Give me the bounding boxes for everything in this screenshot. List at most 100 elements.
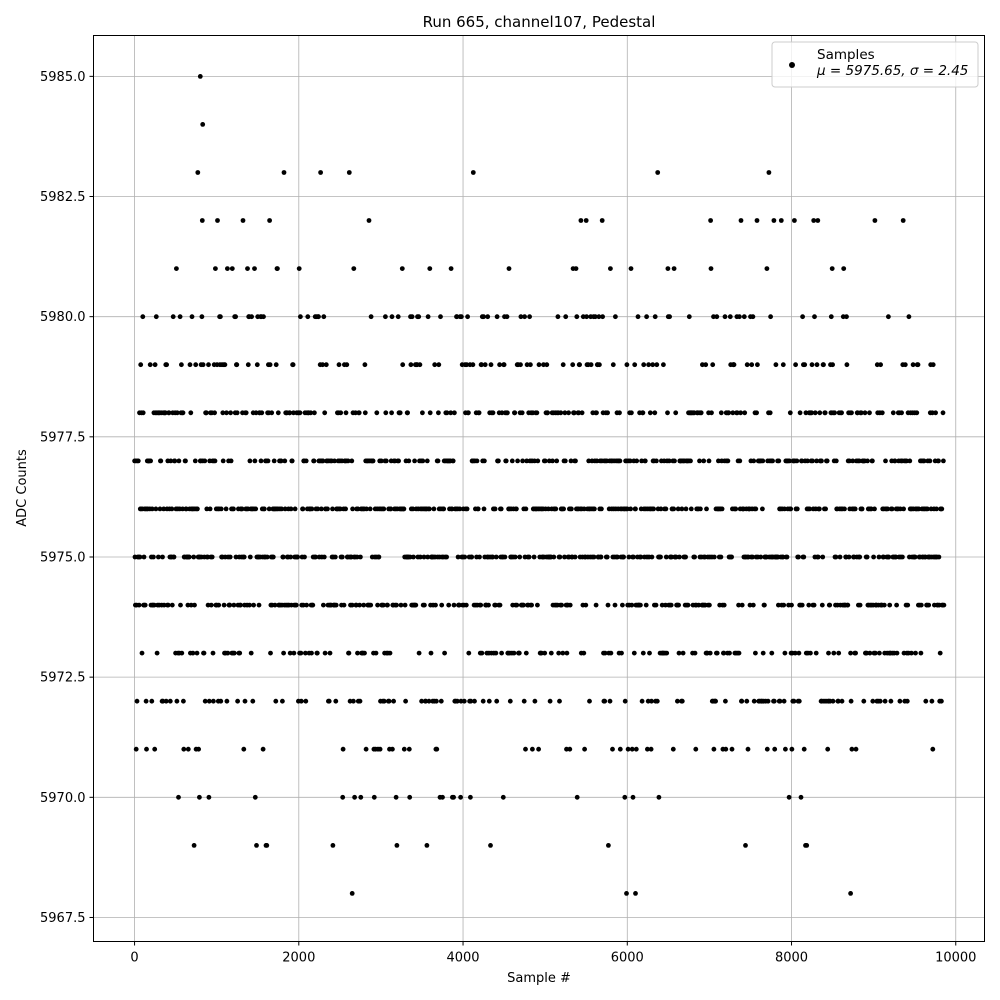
- sample-point: [893, 554, 899, 560]
- sample-point: [753, 650, 758, 656]
- sample-point: [607, 698, 613, 704]
- sample-point: [177, 314, 183, 320]
- sample-point: [865, 458, 870, 464]
- sample-point: [215, 218, 220, 223]
- sample-point: [544, 362, 550, 368]
- sample-point: [353, 602, 359, 608]
- sample-point: [381, 602, 386, 608]
- sample-point: [396, 458, 401, 464]
- sample-point: [664, 650, 670, 656]
- x-tick-label: 4000: [446, 951, 479, 966]
- sample-point: [579, 410, 585, 416]
- sample-point: [804, 843, 810, 848]
- sample-point: [223, 506, 229, 512]
- sample-point: [442, 650, 447, 656]
- sample-point: [428, 650, 434, 656]
- sample-point: [179, 650, 185, 656]
- sample-point: [744, 698, 750, 704]
- sample-point: [750, 314, 756, 320]
- sample-point: [268, 650, 273, 656]
- sample-point: [464, 506, 470, 512]
- sample-point: [679, 506, 685, 512]
- sample-point: [815, 554, 821, 560]
- sample-point: [561, 506, 566, 512]
- sample-point: [870, 458, 875, 464]
- sample-point: [915, 362, 921, 368]
- sample-point: [448, 410, 454, 416]
- sample-point: [698, 506, 703, 512]
- sample-point: [597, 362, 602, 368]
- sample-point: [375, 602, 380, 608]
- sample-point: [266, 506, 272, 512]
- sample-point: [708, 266, 714, 271]
- sample-point: [787, 410, 793, 416]
- sample-point: [871, 554, 876, 560]
- sample-point: [737, 458, 743, 464]
- sample-point: [651, 506, 656, 512]
- sample-point: [485, 314, 491, 320]
- sample-point: [151, 602, 157, 608]
- sample-point: [493, 554, 499, 560]
- sample-point: [889, 506, 895, 512]
- sample-point: [247, 554, 253, 560]
- sample-point: [481, 506, 487, 512]
- sample-point: [823, 506, 828, 512]
- sample-point: [452, 410, 457, 416]
- sample-point: [646, 362, 651, 368]
- sample-point: [420, 410, 425, 416]
- sample-point: [633, 746, 639, 752]
- sample-point: [142, 602, 148, 608]
- sample-point: [868, 506, 874, 512]
- sample-point: [314, 650, 320, 656]
- sample-point: [197, 794, 202, 800]
- sample-point: [400, 362, 406, 368]
- sample-point: [472, 698, 477, 704]
- sample-point: [167, 698, 173, 704]
- sample-point: [289, 458, 295, 464]
- sample-point: [288, 554, 293, 560]
- sample-point: [158, 458, 164, 464]
- sample-point: [934, 506, 939, 512]
- sample-point: [470, 170, 476, 175]
- sample-point: [850, 458, 856, 464]
- sample-point: [599, 506, 604, 512]
- sample-point: [706, 458, 712, 464]
- sample-point: [212, 410, 218, 416]
- sample-point: [237, 650, 243, 656]
- sample-point: [673, 410, 679, 416]
- sample-point: [413, 602, 419, 608]
- sample-point: [356, 410, 362, 416]
- sample-point: [493, 602, 498, 608]
- sample-point: [663, 506, 669, 512]
- sample-point: [831, 650, 837, 656]
- sample-point: [760, 506, 765, 512]
- sample-point: [227, 602, 233, 608]
- sample-point: [492, 506, 498, 512]
- sample-point: [799, 458, 805, 464]
- sample-point: [736, 650, 742, 656]
- sample-point: [872, 218, 878, 223]
- sample-point: [202, 458, 208, 464]
- sample-point: [642, 458, 648, 464]
- sample-point: [750, 554, 755, 560]
- sample-point: [572, 554, 578, 560]
- sample-point: [526, 554, 532, 560]
- sample-point: [773, 362, 779, 368]
- sample-point: [302, 554, 307, 560]
- sample-point: [346, 170, 352, 175]
- sample-point: [180, 506, 186, 512]
- sample-point: [909, 650, 914, 656]
- sample-point: [645, 698, 651, 704]
- sample-point: [313, 554, 318, 560]
- sample-point: [164, 362, 170, 368]
- sample-point: [796, 554, 801, 560]
- sample-point: [298, 650, 304, 656]
- outlier-point: [200, 122, 206, 127]
- sample-point: [624, 506, 630, 512]
- sample-point: [727, 650, 732, 656]
- sample-point: [857, 554, 863, 560]
- sample-point: [703, 362, 709, 368]
- sample-point: [836, 650, 842, 656]
- sample-point: [247, 458, 253, 464]
- sample-point: [789, 602, 794, 608]
